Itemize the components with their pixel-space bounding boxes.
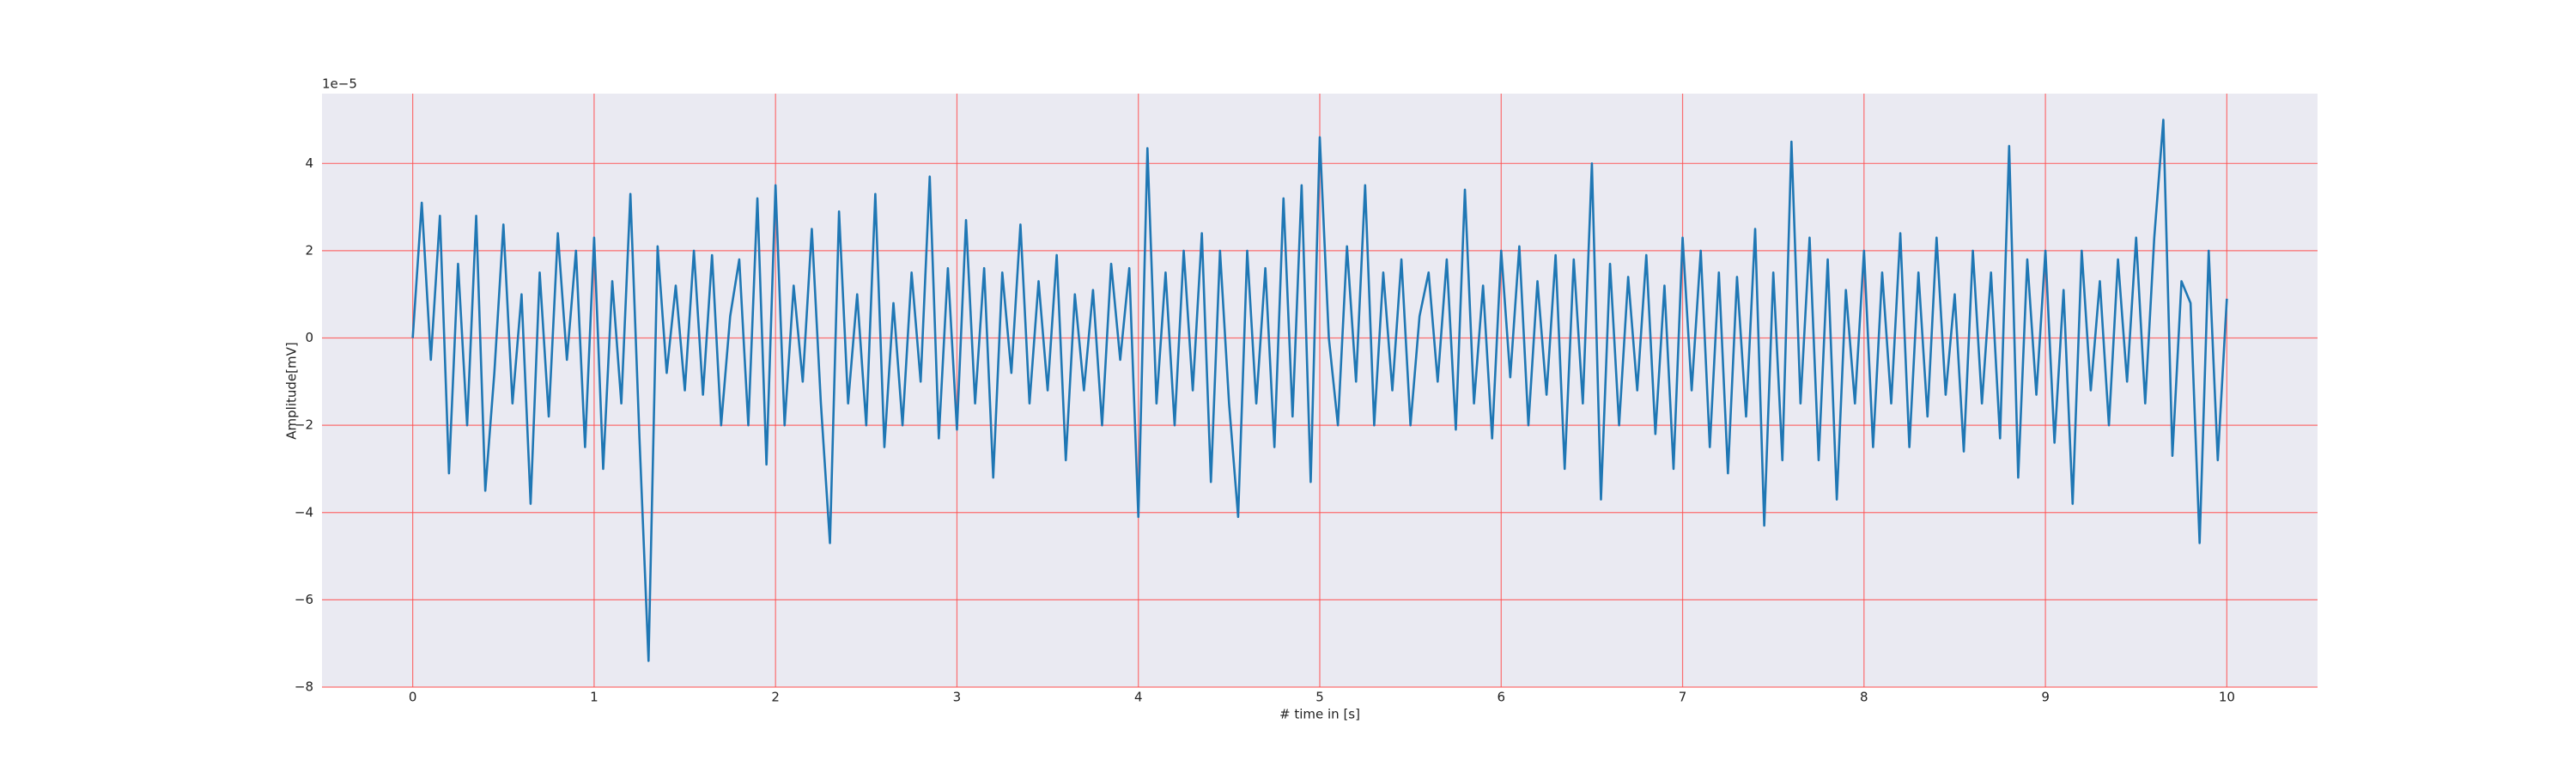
x-tick-label: 6 — [1497, 690, 1505, 705]
x-tick-label: 3 — [953, 690, 962, 705]
plot-area — [411, 119, 2228, 662]
x-tick-label: 10 — [2219, 690, 2235, 705]
x-tick-label: 5 — [1315, 690, 1324, 705]
y-tick-label: −6 — [295, 592, 313, 607]
y-tick-label: 0 — [305, 330, 313, 345]
x-tick-label: 0 — [409, 690, 417, 705]
y-tick-label: −4 — [295, 504, 313, 520]
x-tick-label: 9 — [2041, 690, 2050, 705]
y-tick-label: −2 — [295, 417, 313, 433]
x-tick-label: 7 — [1679, 690, 1687, 705]
x-axis-label: # time in [s] — [1279, 707, 1360, 722]
x-tick-label: 8 — [1860, 690, 1868, 705]
x-tick-label: 4 — [1134, 690, 1143, 705]
y-tick-label: 4 — [305, 155, 313, 171]
y-tick-label: 2 — [305, 242, 313, 258]
x-tick-label: 1 — [590, 690, 598, 705]
y-offset-label: 1e−5 — [322, 76, 357, 92]
x-tick-label: 2 — [771, 690, 780, 705]
grid — [322, 94, 2318, 688]
y-tick-label: −8 — [295, 679, 313, 695]
signal-line — [411, 119, 2228, 662]
y-axis-label: Amplitude[mV] — [284, 342, 300, 439]
